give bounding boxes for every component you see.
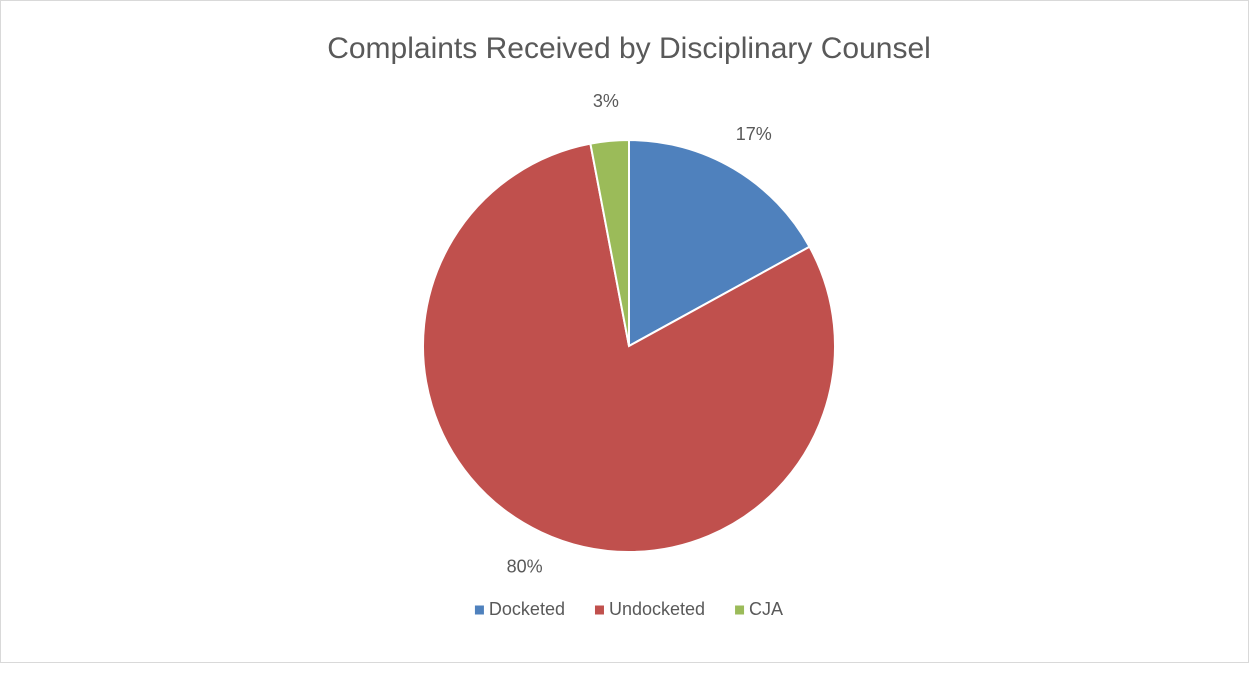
legend-label: Docketed [489, 599, 565, 619]
pie-slice [589, 138, 630, 347]
pie-slice [422, 142, 836, 553]
legend-swatch [735, 605, 745, 615]
chart-title: Complaints Received by Disciplinary Coun… [327, 32, 931, 65]
data-label: 17% [736, 124, 772, 144]
legend-swatch [474, 605, 484, 615]
data-label: 80% [507, 556, 543, 576]
data-label: 3% [593, 91, 619, 111]
pie-slice [628, 138, 811, 348]
legend-swatch [594, 605, 604, 615]
legend-label: CJA [749, 599, 783, 619]
legend-label: Undocketed [609, 599, 705, 619]
